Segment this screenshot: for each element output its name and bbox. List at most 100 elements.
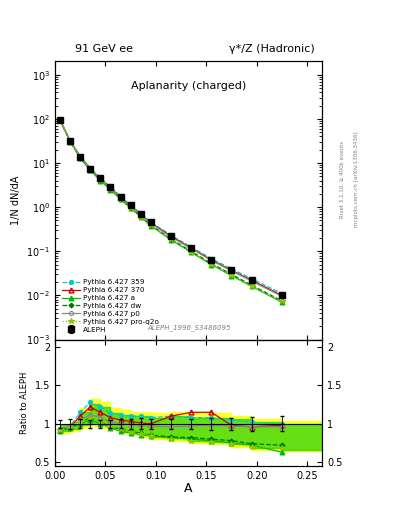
Pythia 6.427 p0 [189,246,193,252]
Pythia 6.427 a [169,237,173,243]
Pythia 6.427 a [88,167,93,174]
Text: 91 GeV ee: 91 GeV ee [75,44,133,54]
Line: Pythia 6.427 359: Pythia 6.427 359 [58,118,284,295]
Pythia 6.427 p0 [128,203,133,209]
Pythia 6.427 dw [128,204,133,210]
Pythia 6.427 359 [169,232,173,239]
Pythia 6.427 a [209,262,214,268]
Pythia 6.427 359 [98,175,103,181]
Pythia 6.427 pro-q2o [249,283,254,289]
Pythia 6.427 359 [279,290,284,296]
Pythia 6.427 dw [249,282,254,288]
Pythia 6.427 p0 [149,220,153,226]
Pythia 6.427 370 [98,176,103,182]
Pythia 6.427 370 [88,166,93,172]
Pythia 6.427 p0 [169,234,173,240]
Pythia 6.427 a [128,205,133,211]
Pythia 6.427 370 [118,194,123,200]
Pythia 6.427 370 [58,117,62,123]
Text: γ*/Z (Hadronic): γ*/Z (Hadronic) [229,44,314,54]
Line: Pythia 6.427 a: Pythia 6.427 a [58,118,285,305]
Pythia 6.427 a [58,117,62,123]
Pythia 6.427 p0 [88,166,93,172]
Pythia 6.427 p0 [138,211,143,218]
Pythia 6.427 dw [279,298,284,304]
Pythia 6.427 370 [108,185,113,191]
Pythia 6.427 pro-q2o [169,237,173,243]
Pythia 6.427 a [68,139,72,145]
Pythia 6.427 a [118,196,123,202]
Pythia 6.427 p0 [279,293,284,300]
Pythia 6.427 370 [78,154,83,160]
Pythia 6.427 359 [108,184,113,190]
Text: Aplanarity (charged): Aplanarity (charged) [131,81,246,91]
Pythia 6.427 dw [78,155,83,161]
Pythia 6.427 359 [249,275,254,282]
Pythia 6.427 pro-q2o [229,272,234,278]
Pythia 6.427 dw [108,186,113,192]
Pythia 6.427 p0 [249,278,254,284]
Pythia 6.427 a [98,178,103,184]
Pythia 6.427 dw [68,138,72,144]
Pythia 6.427 370 [229,267,234,273]
Pythia 6.427 a [138,214,143,220]
Pythia 6.427 a [108,186,113,193]
Pythia 6.427 p0 [118,194,123,200]
Pythia 6.427 dw [138,213,143,219]
Pythia 6.427 p0 [229,268,234,274]
Pythia 6.427 a [229,272,234,279]
Line: Pythia 6.427 pro-q2o: Pythia 6.427 pro-q2o [57,117,285,304]
Pythia 6.427 pro-q2o [209,261,214,267]
Pythia 6.427 359 [118,194,123,200]
Pythia 6.427 359 [78,153,83,159]
Pythia 6.427 p0 [78,154,83,160]
Pythia 6.427 dw [169,236,173,242]
Pythia 6.427 370 [149,220,153,226]
Pythia 6.427 359 [138,210,143,217]
Pythia 6.427 p0 [58,117,62,123]
Pythia 6.427 a [189,249,193,255]
Pythia 6.427 dw [118,196,123,202]
Text: Rivet 3.1.10, ≥ 400k events: Rivet 3.1.10, ≥ 400k events [340,141,345,218]
Pythia 6.427 dw [88,167,93,173]
Pythia 6.427 370 [209,257,214,263]
Pythia 6.427 dw [98,177,103,183]
Pythia 6.427 p0 [68,138,72,144]
Pythia 6.427 pro-q2o [128,205,133,211]
Pythia 6.427 370 [68,138,72,144]
Pythia 6.427 370 [249,277,254,283]
Text: ALEPH_1996_S3486095: ALEPH_1996_S3486095 [147,325,230,331]
Pythia 6.427 a [279,299,284,305]
Line: Pythia 6.427 dw: Pythia 6.427 dw [58,118,284,303]
Pythia 6.427 dw [58,117,62,123]
Pythia 6.427 370 [189,245,193,251]
Pythia 6.427 pro-q2o [279,298,284,305]
Pythia 6.427 359 [88,165,93,172]
Pythia 6.427 p0 [209,258,214,264]
Line: Pythia 6.427 p0: Pythia 6.427 p0 [58,118,284,298]
Pythia 6.427 359 [229,266,234,272]
Pythia 6.427 pro-q2o [189,249,193,255]
X-axis label: A: A [184,482,193,495]
Pythia 6.427 pro-q2o [98,177,103,183]
Pythia 6.427 a [249,283,254,289]
Pythia 6.427 pro-q2o [149,222,153,228]
Line: Pythia 6.427 370: Pythia 6.427 370 [58,118,285,298]
Pythia 6.427 pro-q2o [58,117,62,123]
Pythia 6.427 370 [169,233,173,239]
Pythia 6.427 dw [229,271,234,278]
Pythia 6.427 pro-q2o [78,155,83,161]
Pythia 6.427 359 [209,255,214,262]
Pythia 6.427 pro-q2o [138,214,143,220]
Pythia 6.427 pro-q2o [68,138,72,144]
Pythia 6.427 p0 [98,176,103,182]
Pythia 6.427 dw [209,260,214,266]
Pythia 6.427 dw [189,248,193,254]
Pythia 6.427 359 [68,138,72,144]
Y-axis label: 1/N dN/dA: 1/N dN/dA [11,176,20,225]
Pythia 6.427 p0 [108,185,113,191]
Y-axis label: Ratio to ALEPH: Ratio to ALEPH [20,372,29,434]
Text: mcplots.cern.ch [arXiv:1306.3436]: mcplots.cern.ch [arXiv:1306.3436] [354,132,359,227]
Pythia 6.427 pro-q2o [118,196,123,202]
Pythia 6.427 370 [279,292,284,298]
